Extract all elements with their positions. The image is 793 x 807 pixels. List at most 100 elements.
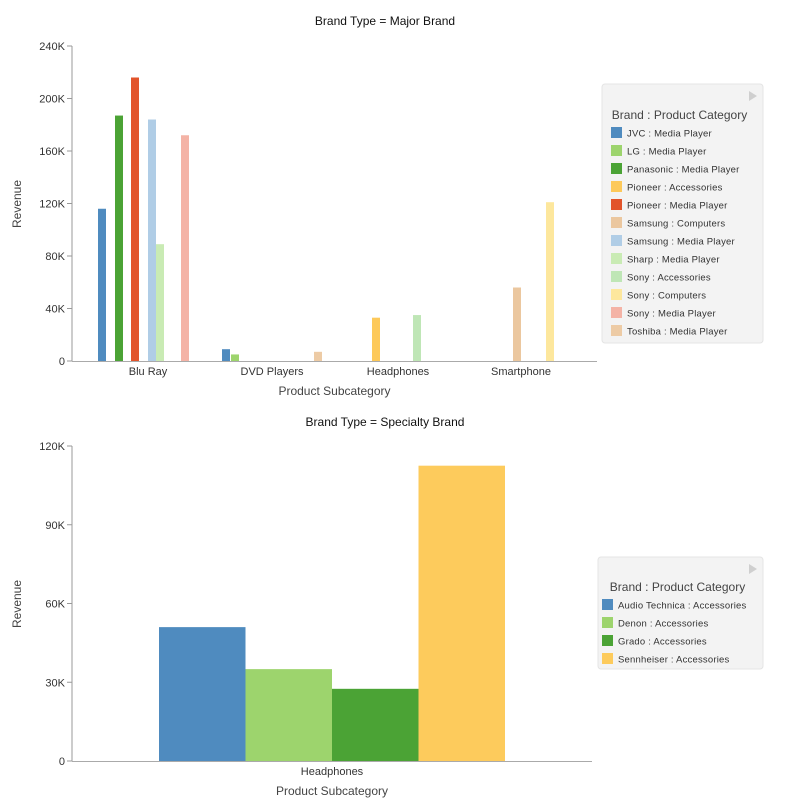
legend: Brand : Product Category JVC : Media Play… <box>601 83 764 344</box>
x-tick-label: Headphones <box>301 766 364 778</box>
bar[interactable] <box>546 202 554 361</box>
legend-swatch <box>611 181 622 192</box>
y-tick-label: 200K <box>39 94 65 106</box>
legend-item[interactable]: Audio Technica : Accessories <box>602 599 747 612</box>
legend-item[interactable]: Pioneer : Accessories <box>611 181 723 194</box>
legend-label: JVC : Media Player <box>627 129 712 140</box>
bar[interactable] <box>131 77 139 362</box>
bar[interactable] <box>372 317 380 361</box>
x-axis-title: Product Subcategory <box>276 784 388 798</box>
bar[interactable] <box>156 244 164 361</box>
legend-label: LG : Media Player <box>627 147 706 158</box>
legend-item[interactable]: Denon : Accessories <box>602 617 708 630</box>
legend-item[interactable]: Sennheiser : Accessories <box>602 653 730 666</box>
chart-title: Brand Type = Major Brand <box>315 14 455 28</box>
y-tick-label: 90K <box>45 520 65 532</box>
legend-box <box>597 556 764 670</box>
bar[interactable] <box>231 354 239 361</box>
legend-item[interactable]: Sony : Computers <box>611 289 706 302</box>
legend-swatch <box>611 199 622 210</box>
bar[interactable] <box>148 119 156 362</box>
legend-expand-icon[interactable] <box>749 564 757 574</box>
bar[interactable] <box>245 669 333 761</box>
legend-label: Toshiba : Media Player <box>627 327 728 338</box>
legend-label: Pioneer : Media Player <box>627 201 728 212</box>
bars <box>159 465 506 761</box>
legend-swatch <box>611 127 622 138</box>
legend-swatch <box>602 635 613 646</box>
x-tick-label: Headphones <box>367 366 430 378</box>
legend-item[interactable]: Sony : Media Player <box>611 307 716 320</box>
legend-label: Sony : Accessories <box>627 273 711 284</box>
legend-title: Brand : Product Category <box>610 580 745 594</box>
legend: Brand : Product Category Audio Technica :… <box>597 556 764 670</box>
legend-label: Sony : Computers <box>627 291 706 302</box>
legend-swatch <box>611 325 622 336</box>
legend-item[interactable]: Pioneer : Media Player <box>611 199 728 212</box>
legend-item[interactable]: LG : Media Player <box>611 145 706 158</box>
y-tick-label: 160K <box>39 146 65 158</box>
chart-1: Brand Type = Major Brand 0 40K 80K 120K 160K 2… <box>10 14 764 398</box>
legend-item[interactable]: JVC : Media Player <box>611 127 712 140</box>
chart-title: Brand Type = Specialty Brand <box>306 415 465 429</box>
legend-swatch <box>611 307 622 318</box>
legend-swatch <box>611 235 622 246</box>
legend-label: Pioneer : Accessories <box>627 183 723 194</box>
legend-swatch <box>611 271 622 282</box>
legend-item[interactable]: Sony : Accessories <box>611 271 711 284</box>
legend-label: Sharp : Media Player <box>627 255 720 266</box>
legend-swatch <box>611 253 622 264</box>
bar[interactable] <box>314 351 322 361</box>
legend-swatch <box>602 617 613 628</box>
bars <box>98 77 554 362</box>
legend-expand-icon[interactable] <box>749 91 757 101</box>
y-tick-label: 80K <box>45 251 65 263</box>
bar[interactable] <box>418 465 506 761</box>
legend-item[interactable]: Samsung : Media Player <box>611 235 735 248</box>
y-tick-label: 240K <box>39 41 65 53</box>
legend-label: Samsung : Computers <box>627 219 725 230</box>
legend-swatch <box>602 599 613 610</box>
bar[interactable] <box>181 135 189 361</box>
legend-swatch <box>611 217 622 228</box>
legend-item[interactable]: Samsung : Computers <box>611 217 725 230</box>
legend-label: Sennheiser : Accessories <box>618 655 730 666</box>
y-axis-title: Revenue <box>10 580 24 628</box>
legend-label: Grado : Accessories <box>618 637 707 648</box>
bar[interactable] <box>222 349 230 361</box>
legend-swatch <box>611 145 622 156</box>
legend-label: Audio Technica : Accessories <box>618 601 747 612</box>
y-tick-label: 60K <box>45 599 65 611</box>
bar[interactable] <box>159 627 246 761</box>
y-tick-label: 0 <box>59 756 65 768</box>
bar[interactable] <box>98 208 106 361</box>
y-tick-label: 120K <box>39 199 65 211</box>
chart-2: Brand Type = Specialty Brand 0 30K 60K 90K 12… <box>10 415 764 798</box>
bar[interactable] <box>413 315 421 361</box>
legend-label: Sony : Media Player <box>627 309 716 320</box>
y-axis-title: Revenue <box>10 180 24 228</box>
x-tick-label: DVD Players <box>241 366 304 378</box>
legend-swatch <box>611 289 622 300</box>
y-tick-label: 40K <box>45 304 65 316</box>
bar[interactable] <box>332 688 419 761</box>
x-axis-title: Product Subcategory <box>278 384 390 398</box>
legend-item[interactable]: Toshiba : Media Player <box>611 325 728 338</box>
legend-item[interactable]: Panasonic : Media Player <box>611 163 740 176</box>
y-tick-label: 120K <box>39 441 65 453</box>
legend-item[interactable]: Grado : Accessories <box>602 635 707 648</box>
legend-swatch <box>602 653 613 664</box>
x-tick-label: Smartphone <box>491 366 551 378</box>
bar[interactable] <box>513 287 521 362</box>
legend-swatch <box>611 163 622 174</box>
y-tick-label: 0 <box>59 356 65 368</box>
bar[interactable] <box>115 115 123 361</box>
legend-label: Samsung : Media Player <box>627 237 735 248</box>
y-tick-label: 30K <box>45 677 65 689</box>
legend-item[interactable]: Sharp : Media Player <box>611 253 720 266</box>
legend-label: Denon : Accessories <box>618 619 708 630</box>
x-tick-label: Blu Ray <box>129 366 168 378</box>
legend-box <box>601 83 764 344</box>
legend-title: Brand : Product Category <box>612 108 747 122</box>
